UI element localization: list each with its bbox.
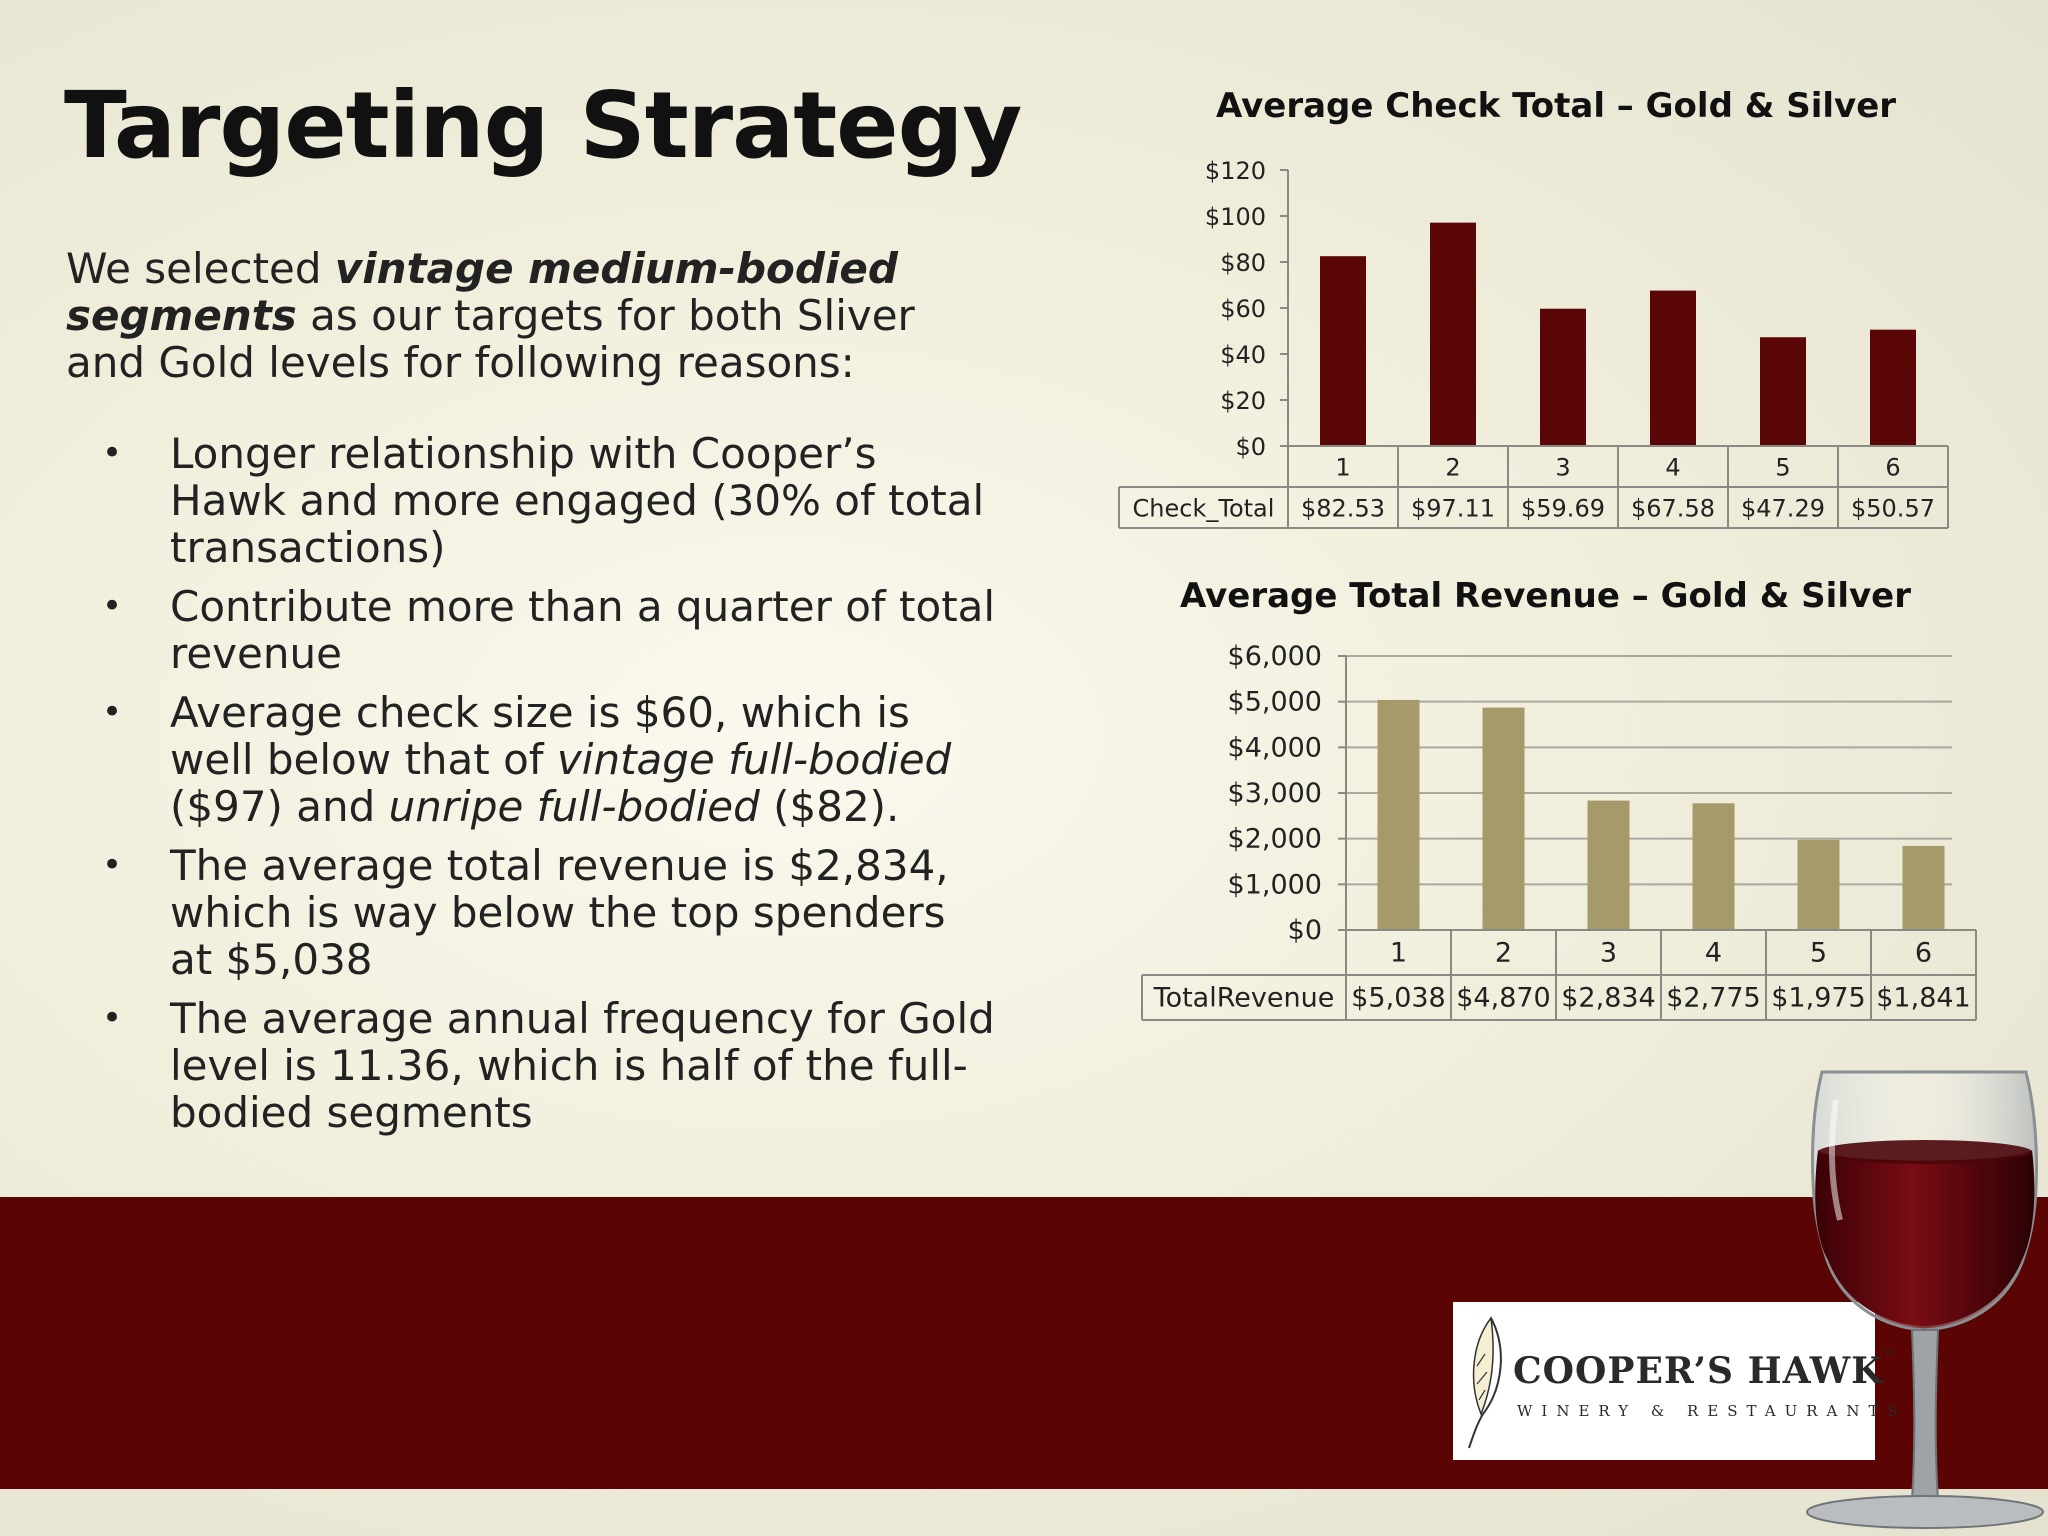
reason-emphasis: vintage full-bodied	[556, 735, 952, 784]
logo-subtitle: WINERY & RESTAURANTS	[1517, 1402, 1907, 1420]
chart2-y-tick-label: $4,000	[1228, 732, 1322, 763]
reason-item: Longer relationship with Cooper’s Hawk a…	[100, 430, 1000, 571]
intro-text-start: We selected	[66, 244, 335, 293]
chart1-data-label: $67.58	[1631, 495, 1715, 523]
chart1-data-label: $82.53	[1301, 495, 1385, 523]
intro-text-end: as our targets for both Sliver and Gold …	[66, 291, 915, 387]
charts-canvas: $0 $20 $40 $60 $80 $100 $120 1 $82.53 2 $97.11 3 $59…	[1118, 157, 1977, 1021]
chart1-y-tick-label: $100	[1205, 203, 1266, 231]
logo-trademark: ™	[1883, 1350, 1895, 1361]
chart1-data-label: $97.11	[1411, 495, 1495, 523]
chart1-x-tick-label: 1	[1335, 454, 1350, 482]
chart1-y-tick-label: $60	[1220, 295, 1266, 323]
chart2-data-label: $1,975	[1771, 983, 1865, 1014]
coopers-hawk-logo: COOPER’S HAWK™ WINERY & RESTAURANTS	[1453, 1302, 1898, 1460]
chart2-y-tick-label: $2,000	[1228, 824, 1322, 855]
chart1-bar	[1320, 256, 1366, 446]
chart1-series-label: Check_Total	[1133, 495, 1275, 523]
chart2-series-label: TotalRevenue	[1153, 983, 1335, 1014]
reason-text: ($82).	[759, 782, 900, 831]
chart1-x-tick-label: 5	[1775, 454, 1790, 482]
chart1-y-tick-label: $0	[1235, 433, 1266, 461]
chart1-y-tick-label: $120	[1205, 157, 1266, 185]
reason-item: The average total revenue is $2,834, whi…	[100, 842, 1000, 983]
reason-text: Average check size is $60, which is well…	[170, 688, 910, 784]
chart1-bar	[1870, 329, 1916, 446]
chart2-x-tick-label: 3	[1600, 938, 1617, 969]
chart1-y-tick-label: $20	[1220, 387, 1266, 415]
chart1-bar	[1760, 337, 1806, 446]
chart2-y-tick-label: $0	[1288, 915, 1322, 946]
reasons-list: Longer relationship with Cooper’s Hawk a…	[100, 430, 1000, 1148]
intro-emphasis: vintage medium-bodied segments	[66, 244, 898, 340]
chart2-bar	[1797, 839, 1840, 930]
chart2-x-tick-label: 5	[1810, 938, 1827, 969]
chart1-y-tick-label: $80	[1220, 249, 1266, 277]
chart2-y-tick-label: $6,000	[1228, 641, 1322, 672]
chart2-y-tick-label: $5,000	[1228, 687, 1322, 718]
chart2-y-tick-label: $1,000	[1228, 869, 1322, 900]
chart2-x-tick-label: 1	[1390, 938, 1407, 969]
reason-item: The average annual frequency for Gold le…	[100, 995, 1000, 1136]
chart2-bar	[1482, 707, 1525, 930]
reason-item: Average check size is $60, which is well…	[100, 689, 1000, 830]
chart2-bar	[1377, 699, 1420, 930]
chart1-y-tick-label: $40	[1220, 341, 1266, 369]
chart1-bar	[1650, 290, 1696, 446]
chart2-bar	[1587, 800, 1630, 930]
intro-paragraph: We selected vintage medium-bodied segmen…	[66, 245, 1006, 386]
chart1-bar	[1430, 222, 1476, 446]
chart2-bar	[1902, 845, 1945, 930]
chart2-bar	[1692, 803, 1735, 930]
chart1-data-label: $50.57	[1851, 495, 1935, 523]
logo-name: COOPER’S HAWK™	[1513, 1350, 1894, 1392]
chart2-data-label: $2,775	[1666, 983, 1760, 1014]
chart2-data-label: $4,870	[1456, 983, 1550, 1014]
wine-glass-icon	[1806, 1070, 2044, 1529]
feather-icon	[1468, 1316, 1502, 1449]
logo-name-text: COOPER’S HAWK	[1513, 1350, 1884, 1392]
reason-item: Contribute more than a quarter of total …	[100, 583, 1000, 677]
chart1-data-label: $59.69	[1521, 495, 1605, 523]
chart2-data-label: $1,841	[1876, 983, 1970, 1014]
chart1-bar	[1540, 308, 1586, 446]
reason-text: ($97) and	[170, 782, 389, 831]
slide-title: Targeting Strategy	[64, 72, 1022, 179]
chart1-x-tick-label: 4	[1665, 454, 1680, 482]
reason-emphasis: unripe full-bodied	[388, 782, 760, 831]
chart2-x-tick-label: 6	[1915, 938, 1932, 969]
chart1-x-tick-label: 3	[1555, 454, 1570, 482]
chart2-x-tick-label: 4	[1705, 938, 1722, 969]
chart-title-check-total: Average Check Total – Gold & Silver	[1216, 86, 1897, 126]
chart2-x-tick-label: 2	[1495, 938, 1512, 969]
chart-title-total-revenue: Average Total Revenue – Gold & Silver	[1180, 576, 1911, 616]
chart1-x-tick-label: 2	[1445, 454, 1460, 482]
chart2-data-label: $5,038	[1351, 983, 1445, 1014]
chart2-data-label: $2,834	[1561, 983, 1655, 1014]
chart1-x-tick-label: 6	[1885, 454, 1900, 482]
chart2-y-tick-label: $3,000	[1228, 778, 1322, 809]
chart1-data-label: $47.29	[1741, 495, 1825, 523]
